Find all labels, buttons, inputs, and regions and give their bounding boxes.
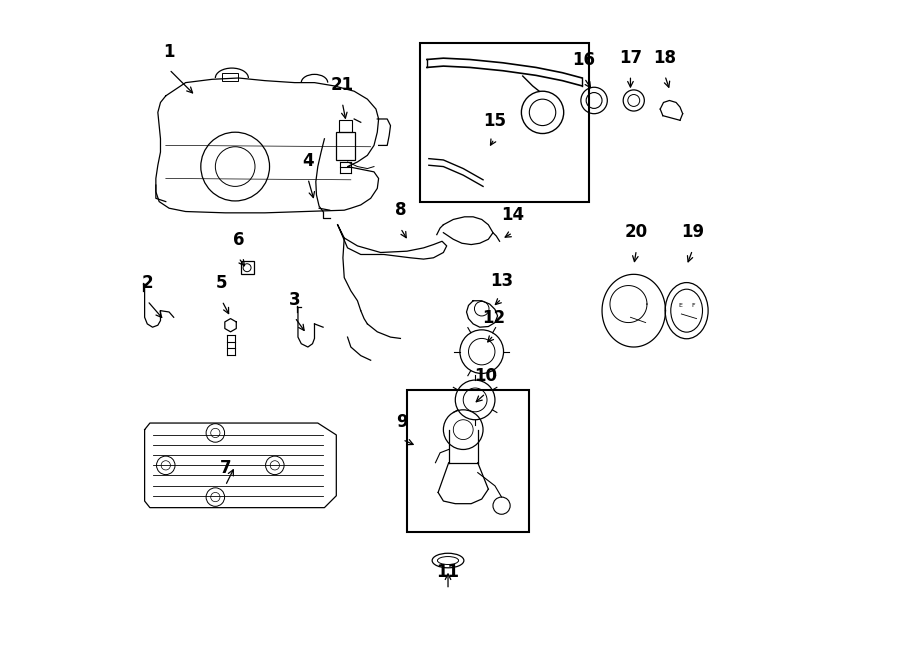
Text: 7: 7 — [220, 459, 231, 477]
Bar — [222, 73, 239, 81]
Text: 8: 8 — [395, 202, 406, 219]
Text: 11: 11 — [436, 563, 460, 581]
Text: 2: 2 — [141, 274, 153, 292]
Text: 9: 9 — [397, 413, 409, 431]
Text: E: E — [678, 303, 682, 308]
Text: 21: 21 — [330, 76, 354, 94]
Text: 4: 4 — [302, 152, 314, 170]
Bar — [337, 132, 355, 160]
Bar — [407, 390, 529, 532]
Text: 14: 14 — [501, 206, 525, 224]
Text: 13: 13 — [490, 272, 513, 290]
Text: F: F — [691, 303, 695, 308]
Text: 20: 20 — [625, 223, 648, 241]
Text: 5: 5 — [216, 274, 228, 292]
Text: 12: 12 — [482, 309, 505, 327]
Text: 16: 16 — [572, 52, 596, 69]
Bar — [420, 43, 589, 202]
Text: 17: 17 — [619, 49, 642, 67]
Text: 19: 19 — [681, 223, 704, 241]
Text: 15: 15 — [482, 112, 506, 130]
Text: 10: 10 — [474, 367, 497, 385]
Bar — [339, 120, 352, 132]
Text: 6: 6 — [233, 231, 244, 249]
Text: 18: 18 — [653, 49, 676, 67]
Text: 1: 1 — [163, 43, 175, 61]
Text: 3: 3 — [289, 291, 301, 309]
